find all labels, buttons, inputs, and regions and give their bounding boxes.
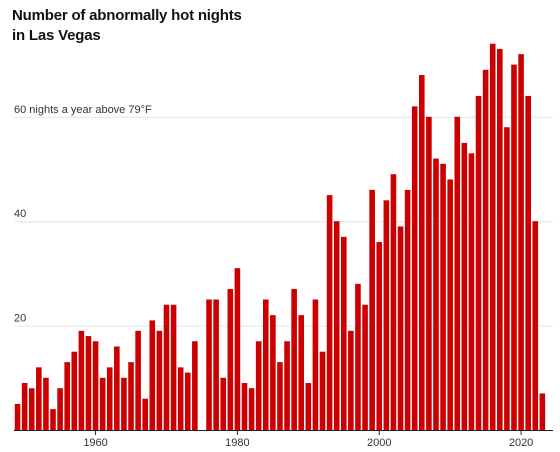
bar-1973	[184, 372, 191, 430]
chart-title-line-1: Number of abnormally hot nights	[12, 7, 242, 24]
bar-2005	[411, 106, 418, 431]
bar-1966	[135, 330, 141, 430]
bar-1996	[348, 330, 354, 430]
bar-2019	[511, 64, 517, 430]
bar-1956	[64, 362, 70, 430]
y-tick-label-60: 60 nights a year above 79°F	[14, 104, 152, 116]
bar-2012	[461, 142, 468, 430]
bar-2003	[397, 226, 404, 430]
bar-1965	[128, 362, 134, 430]
bar-1995	[340, 236, 347, 430]
bar-1988	[291, 289, 297, 430]
bar-1957	[71, 351, 78, 430]
bar-1954	[50, 409, 56, 430]
bar-1990	[305, 383, 312, 430]
bar-1972	[177, 367, 184, 430]
x-tick-label-2000: 2000	[367, 437, 391, 449]
bar-1951	[28, 388, 35, 430]
bar-1963	[114, 346, 120, 430]
bar-2007	[426, 116, 432, 431]
bar-1974	[192, 341, 198, 430]
bar-1969	[156, 330, 163, 430]
bar-1986	[277, 362, 283, 430]
bar-2000	[376, 242, 383, 430]
x-axis	[14, 430, 553, 435]
y-tick-label-20: 20	[14, 313, 26, 325]
bar-2013	[468, 153, 475, 430]
bar-1970	[163, 304, 170, 430]
bar-1962	[106, 367, 113, 430]
bar-1994	[333, 221, 340, 430]
bar-2006	[419, 75, 425, 430]
bar-1980	[234, 268, 241, 430]
bar-2014	[475, 95, 482, 431]
bar-1949	[14, 403, 21, 430]
bar-1961	[99, 377, 106, 430]
tick-labels: 20 40 60 nights a year above 79°F 1960 1980 2…	[14, 104, 533, 449]
bar-1997	[355, 283, 361, 430]
bar-2016	[489, 43, 496, 430]
bar-2021	[525, 95, 531, 431]
chart-title-line-2: in Las Vegas	[12, 27, 101, 44]
bar-1958	[78, 330, 85, 430]
bar-1977	[213, 299, 219, 430]
x-tick-label-2020: 2020	[509, 437, 533, 449]
bar-2020	[518, 54, 524, 430]
bar-2001	[383, 200, 390, 430]
bar-1992	[319, 351, 326, 430]
bar-1976	[206, 299, 212, 430]
x-tick-label-1980: 1980	[225, 437, 249, 449]
bar-1971	[170, 304, 177, 430]
bar-1979	[227, 289, 234, 430]
bar-1987	[284, 341, 290, 430]
x-tick-label-1960: 1960	[83, 437, 107, 449]
y-tick-label-40: 40	[14, 208, 26, 220]
bar-1955	[57, 388, 63, 430]
bar-1998	[362, 304, 368, 430]
bar-1953	[43, 377, 49, 430]
bar-2015	[482, 69, 489, 430]
bar-1964	[121, 377, 127, 430]
bar-1981	[241, 383, 248, 430]
bar-1968	[149, 320, 156, 430]
bar-1952	[36, 367, 42, 430]
bar-2004	[404, 189, 411, 430]
bar-1982	[248, 388, 255, 430]
bar-1985	[270, 315, 276, 430]
bar-2022	[532, 221, 539, 430]
bar-1984	[262, 299, 269, 430]
bar-1999	[369, 189, 375, 430]
bar-1967	[142, 398, 148, 430]
bar-2009	[440, 163, 446, 430]
bar-1978	[220, 377, 227, 430]
bar-1960	[92, 341, 99, 430]
bar-2008	[433, 158, 439, 430]
bar-2010	[447, 179, 453, 430]
chart-title: Number of abnormally hot nights in Las V…	[12, 6, 242, 46]
bar-2011	[454, 116, 461, 431]
bar-1989	[298, 315, 305, 430]
bar-2018	[504, 127, 510, 431]
bar-1950	[21, 383, 28, 430]
bar-1993	[326, 195, 333, 430]
bar-2023	[539, 393, 546, 430]
bars	[14, 43, 546, 431]
bar-2017	[497, 48, 503, 430]
bar-2002	[390, 174, 397, 430]
bar-1991	[312, 299, 319, 430]
bar-1959	[85, 336, 92, 430]
bar-1983	[255, 341, 262, 430]
